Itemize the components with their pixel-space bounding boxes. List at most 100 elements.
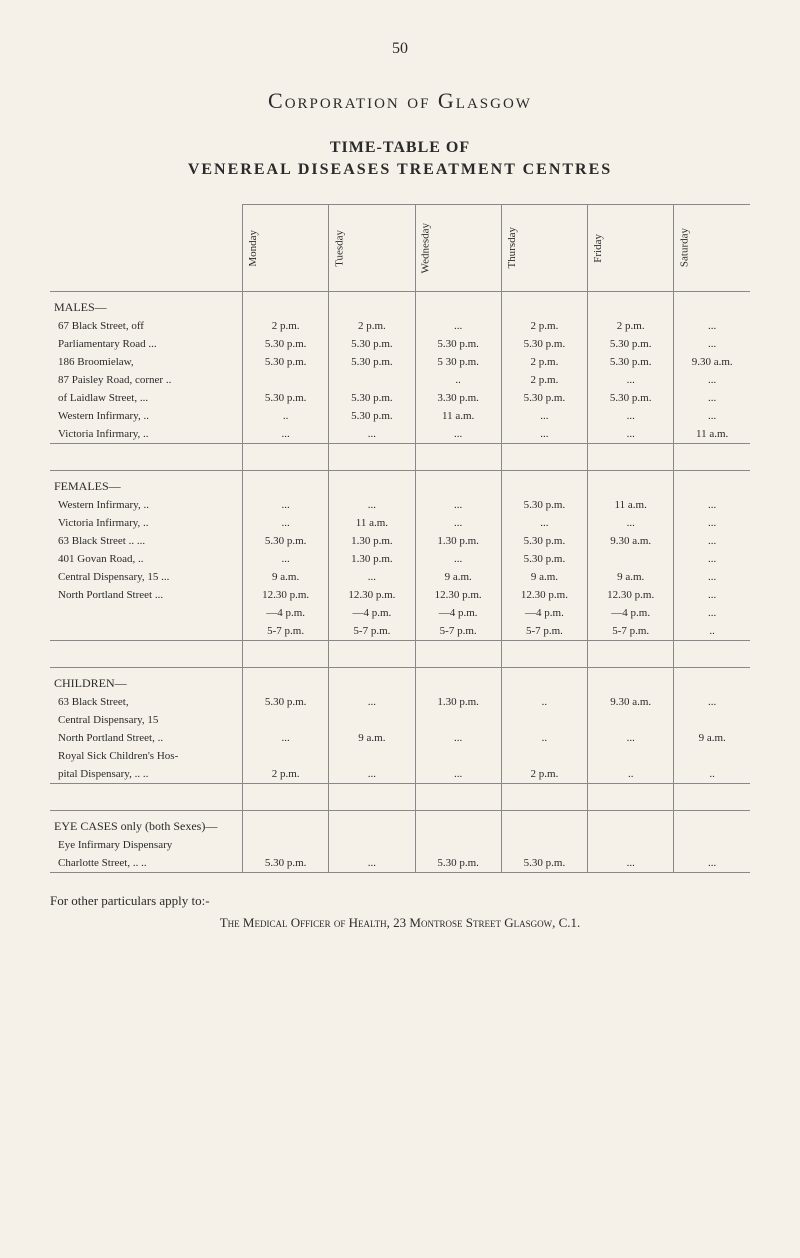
sub-heading-1: TIME-TABLE OF (50, 139, 750, 157)
cell: ... (674, 604, 750, 622)
cell: 9 a.m. (501, 568, 587, 586)
cell: 5-7 p.m. (588, 622, 674, 641)
cell (329, 836, 415, 854)
cell (674, 836, 750, 854)
cell (588, 836, 674, 854)
cell: —4 p.m. (588, 604, 674, 622)
cell: 1.30 p.m. (329, 550, 415, 568)
cell: 5-7 p.m. (329, 622, 415, 641)
header-blank (50, 205, 243, 292)
cell: ... (674, 693, 750, 711)
cell: .. (674, 765, 750, 784)
cell: .. (501, 693, 587, 711)
header-thursday: Thursday (501, 205, 587, 292)
cell: 9 a.m. (243, 568, 329, 586)
cell: —4 p.m. (501, 604, 587, 622)
cell: 5.30 p.m. (501, 854, 587, 873)
row-label: Royal Sick Children's Hos- (50, 747, 243, 765)
cell: 5.30 p.m. (415, 854, 501, 873)
cell: 5.30 p.m. (243, 353, 329, 371)
section-label: CHILDREN— (50, 668, 243, 694)
row-label: North Portland Street ... (50, 586, 243, 604)
cell: ... (674, 335, 750, 353)
cell (501, 836, 587, 854)
cell: 5.30 p.m. (243, 532, 329, 550)
cell: 9 a.m. (329, 729, 415, 747)
cell: ... (674, 371, 750, 389)
cell: ... (501, 425, 587, 444)
cell: ... (415, 317, 501, 335)
footer: For other particulars apply to:- The Med… (50, 893, 750, 931)
cell (501, 711, 587, 729)
cell: ... (674, 514, 750, 532)
cell: 9.30 a.m. (674, 353, 750, 371)
row-label (50, 622, 243, 641)
cell: —4 p.m. (415, 604, 501, 622)
cell: 5.30 p.m. (329, 335, 415, 353)
cell: 5.30 p.m. (588, 353, 674, 371)
row-label: Western Infirmary, .. (50, 496, 243, 514)
cell: 2 p.m. (243, 317, 329, 335)
cell: 11 a.m. (674, 425, 750, 444)
row-label: Western Infirmary, .. (50, 407, 243, 425)
cell: ... (243, 514, 329, 532)
cell: 9.30 a.m. (588, 693, 674, 711)
cell: 5-7 p.m. (243, 622, 329, 641)
cell: .. (501, 729, 587, 747)
cell (674, 711, 750, 729)
header-tuesday: Tuesday (329, 205, 415, 292)
cell: ... (329, 425, 415, 444)
timetable: Monday Tuesday Wednesday Thursday Friday… (50, 204, 750, 873)
cell: .. (415, 371, 501, 389)
cell: 5.30 p.m. (243, 335, 329, 353)
row-label: 63 Black Street, (50, 693, 243, 711)
cell: .. (588, 765, 674, 784)
cell (329, 371, 415, 389)
cell: 12.30 p.m. (415, 586, 501, 604)
row-label: Eye Infirmary Dispensary (50, 836, 243, 854)
header-monday: Monday (243, 205, 329, 292)
footer-line-1: For other particulars apply to:- (50, 893, 750, 909)
cell: ... (674, 586, 750, 604)
cell: 5.30 p.m. (243, 854, 329, 873)
cell: 5.30 p.m. (329, 353, 415, 371)
row-label: North Portland Street, .. (50, 729, 243, 747)
cell (415, 711, 501, 729)
cell: ... (588, 854, 674, 873)
cell: 2 p.m. (329, 317, 415, 335)
cell: ... (674, 317, 750, 335)
cell: ... (329, 568, 415, 586)
header-friday: Friday (588, 205, 674, 292)
cell (329, 711, 415, 729)
cell: ... (243, 550, 329, 568)
cell: ... (588, 425, 674, 444)
cell: .. (674, 622, 750, 641)
cell (329, 747, 415, 765)
cell: 2 p.m. (501, 765, 587, 784)
cell: 2 p.m. (501, 317, 587, 335)
cell: 12.30 p.m. (501, 586, 587, 604)
cell (243, 711, 329, 729)
cell: ... (415, 765, 501, 784)
header-wednesday: Wednesday (415, 205, 501, 292)
cell: 12.30 p.m. (243, 586, 329, 604)
cell: ... (674, 550, 750, 568)
cell: ... (329, 765, 415, 784)
cell: 9 a.m. (674, 729, 750, 747)
cell: 5.30 p.m. (588, 389, 674, 407)
cell: ... (243, 496, 329, 514)
cell: ... (588, 514, 674, 532)
cell: ... (674, 568, 750, 586)
cell: 11 a.m. (588, 496, 674, 514)
section-label: MALES— (50, 292, 243, 318)
cell: ... (329, 693, 415, 711)
cell: 2 p.m. (501, 371, 587, 389)
cell: ... (674, 407, 750, 425)
cell: 5.30 p.m. (501, 389, 587, 407)
cell: ... (415, 496, 501, 514)
cell: 5.30 p.m. (329, 389, 415, 407)
cell: 9 a.m. (588, 568, 674, 586)
cell: .. (243, 407, 329, 425)
cell: 5 30 p.m. (415, 353, 501, 371)
cell: ... (243, 729, 329, 747)
